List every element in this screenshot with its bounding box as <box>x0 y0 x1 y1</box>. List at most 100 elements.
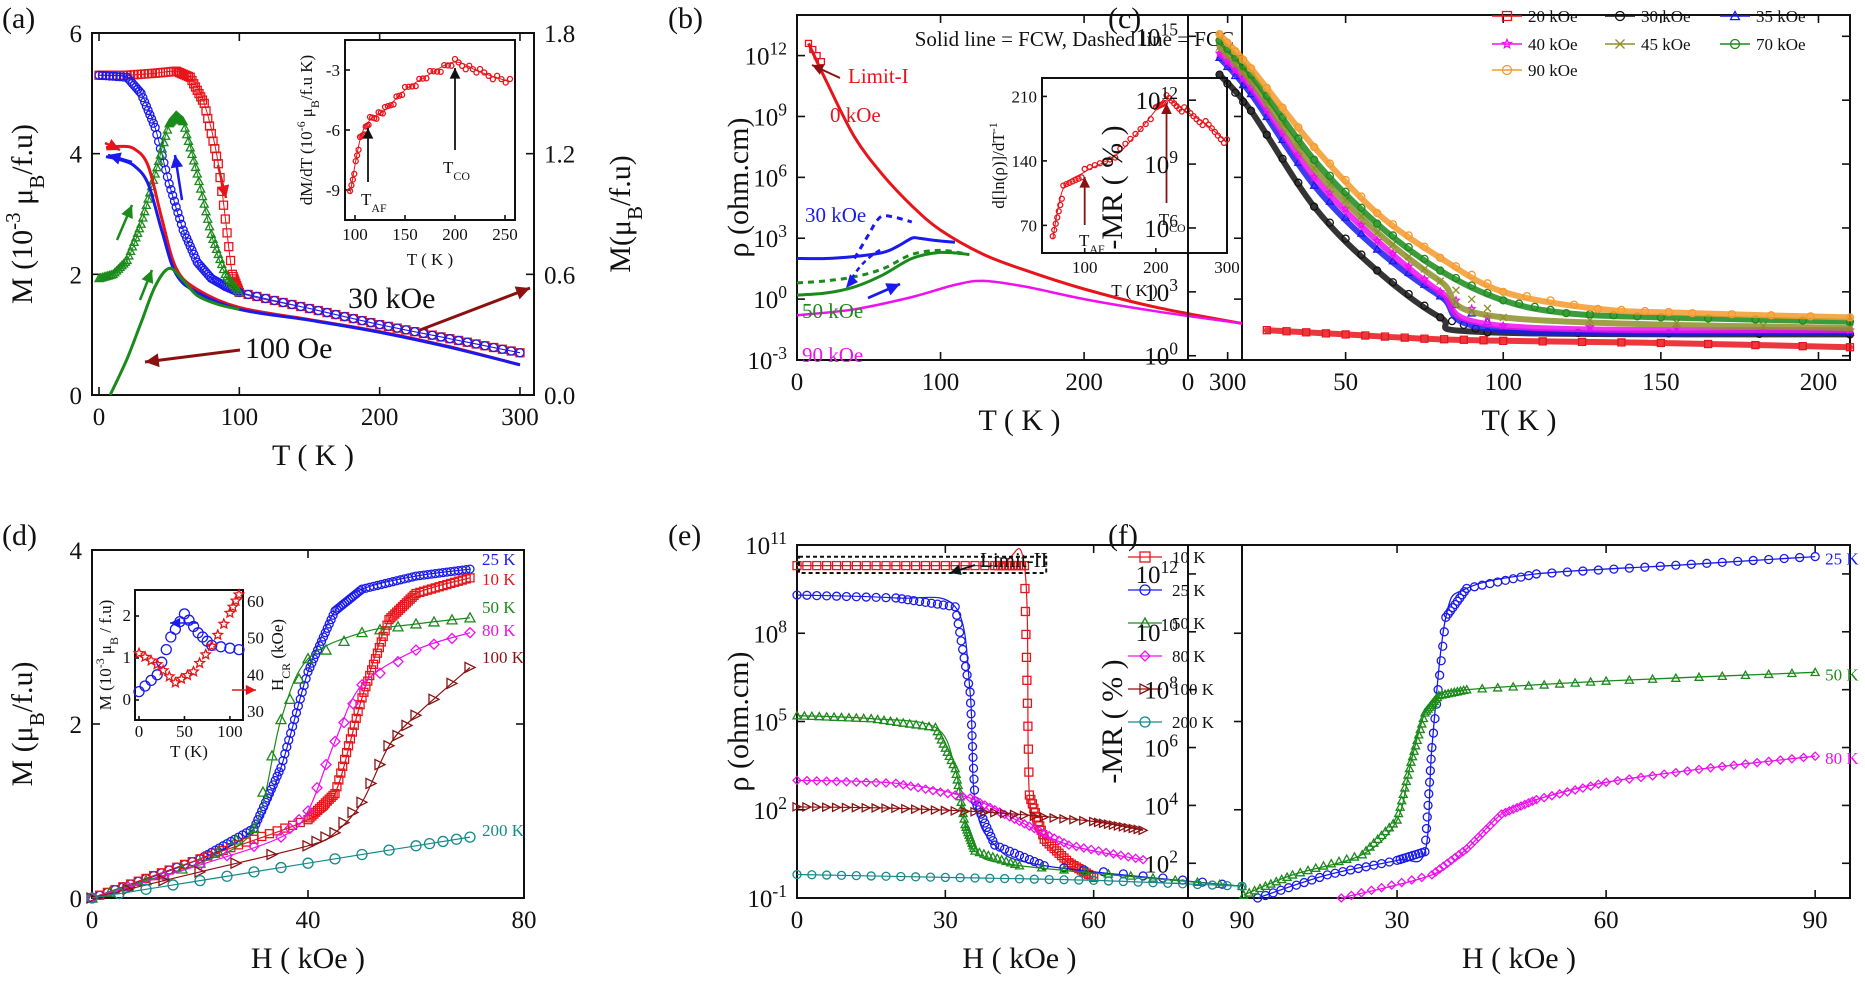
data-point <box>1034 826 1045 836</box>
data-point <box>1438 861 1449 872</box>
series-line <box>1216 54 1853 337</box>
data-point <box>330 788 340 799</box>
data-point <box>373 623 387 635</box>
data-point <box>791 710 803 720</box>
x-tick-label: 100 <box>1484 369 1522 396</box>
data-point <box>1309 142 1319 152</box>
inset-label: TCO <box>443 158 470 183</box>
data-point <box>347 697 359 710</box>
data-point <box>285 728 296 738</box>
data-point <box>1078 843 1089 853</box>
data-point <box>366 665 377 675</box>
data-point <box>1500 807 1511 818</box>
inset-point <box>476 65 484 73</box>
inset-point <box>217 617 231 630</box>
x-tick-label: 0 <box>1182 907 1195 934</box>
series-line <box>108 266 240 396</box>
data-point <box>1421 835 1431 845</box>
data-point <box>127 241 138 251</box>
data-point <box>464 661 477 674</box>
data-point <box>1531 794 1542 805</box>
data-point <box>248 840 260 853</box>
inset-point <box>1091 162 1099 169</box>
inset-point <box>393 93 400 100</box>
data-point <box>1222 880 1232 891</box>
data-point <box>383 844 395 856</box>
arrow <box>419 286 531 332</box>
data-point <box>148 118 159 128</box>
data-point <box>1647 673 1658 683</box>
panel-a: 0 100 200 300 0 2 4 6 T ( K ) M (10-3 μB/f.u) (a) 0… <box>1 2 647 472</box>
data-point <box>1138 871 1148 881</box>
data-point <box>967 741 978 752</box>
plot-frame <box>1187 14 1851 361</box>
data-point <box>278 297 288 308</box>
inset-point <box>1161 99 1169 107</box>
data-point <box>168 190 178 201</box>
data-point <box>353 706 363 717</box>
data-point <box>1671 560 1681 570</box>
series-line <box>807 42 1243 325</box>
plot-frame <box>1187 544 1851 899</box>
data-point <box>866 871 876 881</box>
data-point <box>1442 858 1453 869</box>
data-point <box>1133 824 1144 835</box>
data-point <box>1407 751 1418 761</box>
data-point <box>1436 277 1445 286</box>
data-point <box>283 693 297 704</box>
data-point <box>376 637 386 647</box>
series-label: 80 K <box>1825 749 1859 768</box>
data-point <box>979 800 990 810</box>
data-point <box>1357 250 1366 259</box>
inset-point <box>437 68 444 76</box>
data-point <box>356 796 369 809</box>
legend-label: 20 kOe <box>1528 7 1578 26</box>
data-point <box>1071 841 1082 852</box>
data-point <box>935 787 946 798</box>
data-point <box>463 611 477 623</box>
data-point <box>1223 38 1232 47</box>
data-point <box>1014 860 1025 870</box>
data-point <box>911 872 921 882</box>
data-point <box>293 813 305 826</box>
inset-point <box>1208 125 1215 132</box>
data-point <box>378 631 388 642</box>
data-point <box>195 183 206 193</box>
data-point <box>987 851 998 861</box>
data-point <box>1479 336 1488 345</box>
data-point <box>881 871 891 881</box>
y-tick-label: 4 <box>70 142 83 169</box>
data-point <box>428 638 440 651</box>
plot-frame <box>91 32 535 396</box>
data-point <box>885 715 896 726</box>
data-point <box>157 143 168 153</box>
data-point <box>1740 759 1751 769</box>
data-point <box>1585 676 1596 686</box>
data-point <box>1609 564 1619 574</box>
data-point <box>1404 242 1413 252</box>
legend-label: 50 K <box>1172 614 1206 633</box>
series-line <box>796 236 956 261</box>
data-point <box>355 586 365 596</box>
data-point <box>374 667 386 680</box>
data-point <box>465 564 475 574</box>
arrow-head <box>950 564 962 575</box>
data-point <box>1423 800 1433 811</box>
inset-point <box>1137 125 1144 133</box>
data-point <box>197 191 208 201</box>
inset-tick-label: 140 <box>1012 152 1038 171</box>
data-point <box>1108 819 1119 831</box>
data-point <box>199 198 210 208</box>
inset-point <box>379 110 387 117</box>
data-point <box>427 330 437 340</box>
arrow-head <box>885 283 900 296</box>
data-point <box>143 105 153 116</box>
data-point <box>920 784 931 795</box>
data-point <box>1014 816 1025 827</box>
series-line <box>1216 71 1853 338</box>
arrow-head <box>108 152 122 165</box>
data-point <box>329 826 342 839</box>
label-limit: Limit-II <box>980 548 1048 572</box>
data-point <box>1158 873 1168 883</box>
data-point <box>898 779 909 790</box>
